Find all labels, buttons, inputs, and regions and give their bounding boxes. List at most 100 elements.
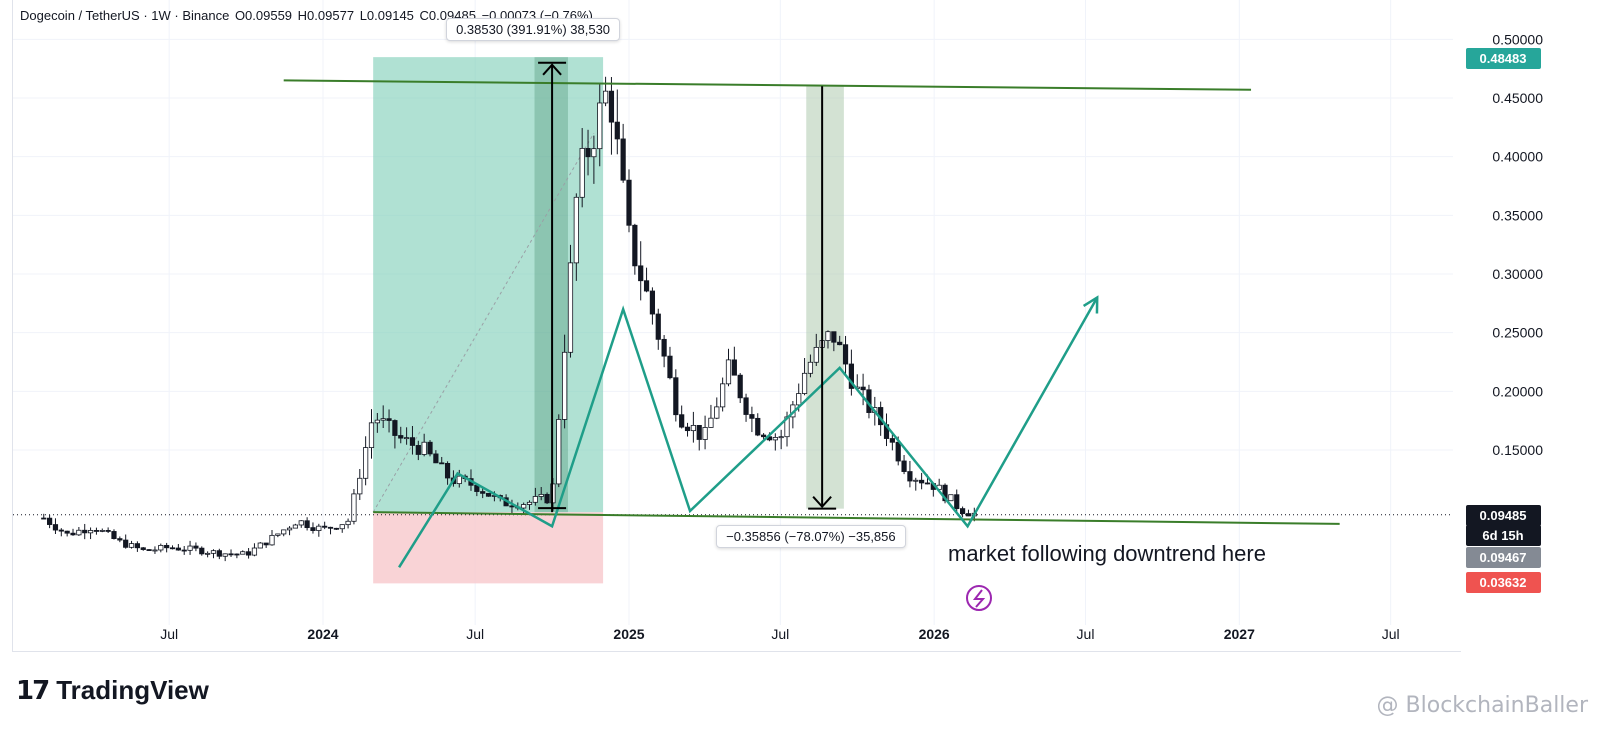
candle-body xyxy=(567,262,574,353)
candle-body xyxy=(737,374,743,399)
candle-body xyxy=(310,527,316,531)
candle-body xyxy=(597,102,603,150)
candle-body xyxy=(521,504,527,509)
candle-body xyxy=(638,265,644,282)
long-position-stop-zone[interactable] xyxy=(373,512,604,584)
candle-body xyxy=(608,90,615,123)
candle-body xyxy=(245,551,252,556)
candle-body xyxy=(749,414,755,419)
candle-body xyxy=(690,424,696,432)
candle-body xyxy=(234,553,240,556)
candle-body xyxy=(205,552,211,555)
candle-body xyxy=(965,513,972,517)
lightning-event-icon[interactable] xyxy=(966,585,992,611)
price-tick-label: 0.35000 xyxy=(1492,207,1543,223)
symbol-title[interactable]: Dogecoin / TetherUS · 1W · Binance xyxy=(20,8,230,23)
candle-body xyxy=(673,377,679,416)
countdown-badge: 6d 15h xyxy=(1482,528,1523,543)
candle-body xyxy=(298,520,304,526)
candle-body xyxy=(193,545,199,549)
candle-body xyxy=(725,359,732,385)
candle-body xyxy=(146,549,152,551)
candle-body xyxy=(942,484,948,502)
candle-body xyxy=(632,224,638,267)
measure-up-arrowhead xyxy=(542,63,562,76)
candle-body xyxy=(602,90,609,104)
candle-body xyxy=(292,524,299,529)
resistance-trendline[interactable] xyxy=(283,79,1252,91)
candle-body xyxy=(386,418,392,421)
candle-body xyxy=(667,355,673,379)
candle-body xyxy=(708,417,714,428)
candle-body xyxy=(222,553,228,557)
price-tick-label: 0.15000 xyxy=(1492,442,1543,458)
measure-down-label: −0.35856 (−78.07%) −35,856 xyxy=(716,525,906,548)
measure-up-label: 0.38530 (391.91%) 38,530 xyxy=(446,18,621,41)
candle-body xyxy=(76,529,82,536)
ohlc-high: H0.09577 xyxy=(297,8,355,23)
time-tick-label: 2024 xyxy=(307,626,338,642)
candle-body xyxy=(228,553,234,556)
mid-price-badge-bg xyxy=(1466,547,1541,568)
candle-body xyxy=(87,530,94,534)
candle-body xyxy=(532,496,538,503)
annotation-text: market following downtrend here xyxy=(948,541,1266,566)
projection-zigzag[interactable] xyxy=(398,296,1099,568)
candle-body xyxy=(181,549,187,552)
candle-body xyxy=(837,341,843,346)
candle-body xyxy=(620,138,626,181)
price-tick-label: 0.30000 xyxy=(1492,266,1543,282)
candle-body xyxy=(948,494,954,502)
candle-body xyxy=(761,434,767,438)
candle-body xyxy=(111,531,117,540)
candle-body xyxy=(339,524,345,530)
candle-body xyxy=(345,520,351,526)
price-tick-label: 0.50000 xyxy=(1492,31,1543,47)
candle-body xyxy=(404,437,410,440)
candle-body xyxy=(363,447,369,479)
time-tick-label: Jul xyxy=(1382,626,1400,642)
candle-body xyxy=(585,147,591,158)
candle-body xyxy=(99,530,105,532)
chart-canvas[interactable]: 0.15000 0.20000 0.25000 0.30000 0.35000 0.400… xyxy=(13,0,1600,652)
candle-body xyxy=(626,179,632,226)
candle-body xyxy=(409,437,416,446)
candle-body xyxy=(427,441,433,455)
candle-body xyxy=(117,538,123,541)
candle-body xyxy=(480,491,486,494)
candle-body xyxy=(199,547,205,555)
candle-body xyxy=(556,419,562,485)
candle-body xyxy=(123,539,129,548)
candle-body xyxy=(316,525,322,531)
candle-body xyxy=(286,527,293,531)
lightning-bolt-glyph xyxy=(972,589,986,608)
low-price-badge: 0.03632 xyxy=(1480,575,1527,590)
candle-body xyxy=(901,460,907,472)
candle-body xyxy=(825,331,831,341)
candle-body xyxy=(304,520,310,529)
candle-body xyxy=(58,529,64,532)
candle-body xyxy=(755,417,761,436)
high-price-badge: 0.48483 xyxy=(1480,51,1527,66)
candle-body xyxy=(848,363,854,389)
tradingview-logo[interactable]: 17 TradingView xyxy=(16,675,209,706)
measure-down-arrowhead xyxy=(812,495,832,509)
chart-pane[interactable]: 0.15000 0.20000 0.25000 0.30000 0.35000 0.400… xyxy=(12,0,1600,652)
support-trendline[interactable] xyxy=(373,511,1340,525)
last-price-badge: 0.09485 xyxy=(1480,508,1527,523)
measure-down-band xyxy=(806,86,844,509)
ohlc-low: L0.09145 xyxy=(359,8,414,23)
countdown-badge-bg xyxy=(1466,525,1541,546)
candle-body xyxy=(269,534,275,546)
candle-body xyxy=(415,445,421,455)
candle-body xyxy=(778,436,784,439)
long-position-target-zone[interactable] xyxy=(373,57,604,513)
candle-body xyxy=(860,386,866,391)
candle-body xyxy=(831,331,837,343)
time-tick-label: 2025 xyxy=(613,626,644,642)
candle-body xyxy=(684,426,691,432)
candle-body xyxy=(959,508,966,514)
candle-body xyxy=(702,427,708,440)
candle-body xyxy=(158,544,164,551)
author-watermark: @ BlockchainBaller xyxy=(1376,693,1588,718)
